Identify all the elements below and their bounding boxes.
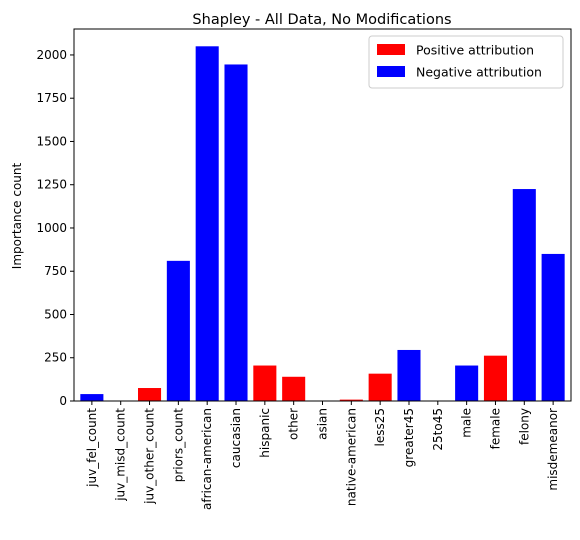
bar-female [483,355,507,401]
bar-other [282,376,306,401]
bar-greater45 [397,349,421,401]
legend-label: Positive attribution [416,43,534,58]
bar-caucasian [224,64,248,401]
x-tick-label: 25to45 [431,408,445,451]
x-tick-label: caucasian [229,408,243,468]
legend-box [368,35,564,89]
y-tick-label: 0 [59,394,67,408]
x-tick-label: juv_misd_count [114,408,128,502]
y-axis-ticks: 0 250 500 750 1000 1250 1500 1750 2000 [36,48,74,408]
legend-swatch [377,66,405,77]
bar-male [455,365,479,401]
y-tick-label: 1500 [36,134,67,148]
x-tick-label: less25 [373,408,387,447]
bars-group [80,46,565,402]
bar-juv_fel_count [80,394,104,401]
legend-label: Negative attribution [416,65,542,80]
bar-less25 [368,373,392,401]
x-tick-label: misdemeanor [546,408,560,491]
y-tick-label: 1000 [36,221,67,235]
y-tick-label: 2000 [36,48,67,62]
legend: Positive attribution Negative attribution [368,35,564,89]
bar-priors_count [166,260,190,401]
plot-frame [73,28,572,402]
x-tick-label: juv_other_count [143,408,157,505]
x-tick-label: female [488,408,502,449]
bar-native-american [339,399,363,401]
y-tick-label: 500 [44,307,67,321]
bar-misdemeanor [541,253,565,401]
x-tick-label: other [287,408,301,440]
chart-title: Shapley - All Data, No Modifications [192,12,451,28]
bar-african-american [195,46,219,402]
x-tick-label: greater45 [402,408,416,467]
y-axis-label: Importance count [10,162,24,269]
bar-felony [512,189,536,401]
legend-swatch [377,44,405,55]
x-tick-label: african-american [200,408,214,510]
x-tick-label: felony [517,408,531,445]
x-tick-label: hispanic [258,408,272,458]
x-axis-ticks: juv_fel_count juv_misd_count juv_other_cou… [85,401,560,510]
x-tick-label: native-american [344,408,358,506]
x-tick-label: juv_fel_count [85,408,99,488]
x-tick-label: asian [316,408,330,440]
y-tick-label: 250 [44,351,67,365]
bar-hispanic [253,365,277,401]
x-tick-label: priors_count [171,408,185,483]
x-tick-label: male [460,408,474,438]
y-tick-label: 1750 [36,91,67,105]
y-tick-label: 1250 [36,178,67,192]
bar-juv_other_count [138,388,162,401]
y-tick-label: 750 [44,264,67,278]
